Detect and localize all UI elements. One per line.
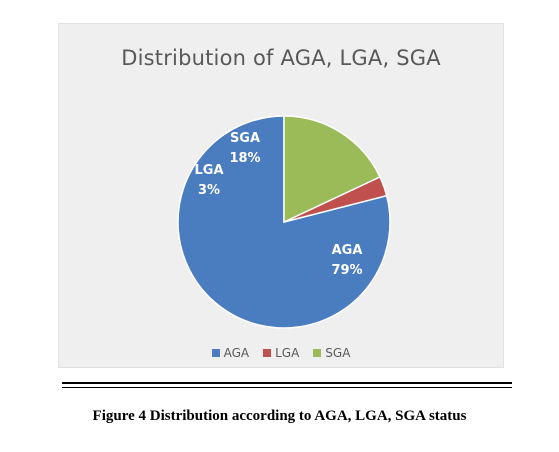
- pie-slice-sga: [283, 115, 381, 224]
- legend-label-sga: SGA: [325, 346, 351, 360]
- data-label-aga: AGA 79%: [331, 243, 362, 278]
- chart-panel: Distribution of AGA, LGA, SGA AGA 79% LGA 3…: [58, 23, 504, 368]
- chart-title: Distribution of AGA, LGA, SGA: [121, 46, 441, 70]
- legend-label-aga: AGA: [223, 346, 250, 360]
- pie-chart: AGA 79% LGA 3%SGA 18%: [177, 115, 391, 329]
- legend-swatch-aga: [211, 349, 220, 357]
- data-label-lga: LGA 3%: [194, 163, 223, 198]
- legend-entry-sga: SGA: [313, 346, 350, 360]
- pie-slice-aga: [177, 115, 391, 329]
- caption-rule-thin: [62, 387, 512, 388]
- chart-legend: AGA LGA SGA: [59, 346, 503, 360]
- legend-entry-aga: AGA: [211, 346, 250, 360]
- data-label-sga: SGA 18%: [229, 131, 260, 166]
- legend-entry-lga: LGA: [263, 346, 299, 360]
- pie-slices: [177, 115, 391, 329]
- legend-swatch-sga: [313, 349, 322, 357]
- legend-swatch-lga: [263, 349, 272, 357]
- caption-rule-thick: [62, 382, 512, 384]
- legend-label-lga: LGA: [275, 346, 300, 360]
- pie-data-labels: AGA 79% LGA 3%SGA 18%: [194, 131, 362, 278]
- figure-caption: Figure 4 Distribution according to AGA, …: [92, 408, 467, 424]
